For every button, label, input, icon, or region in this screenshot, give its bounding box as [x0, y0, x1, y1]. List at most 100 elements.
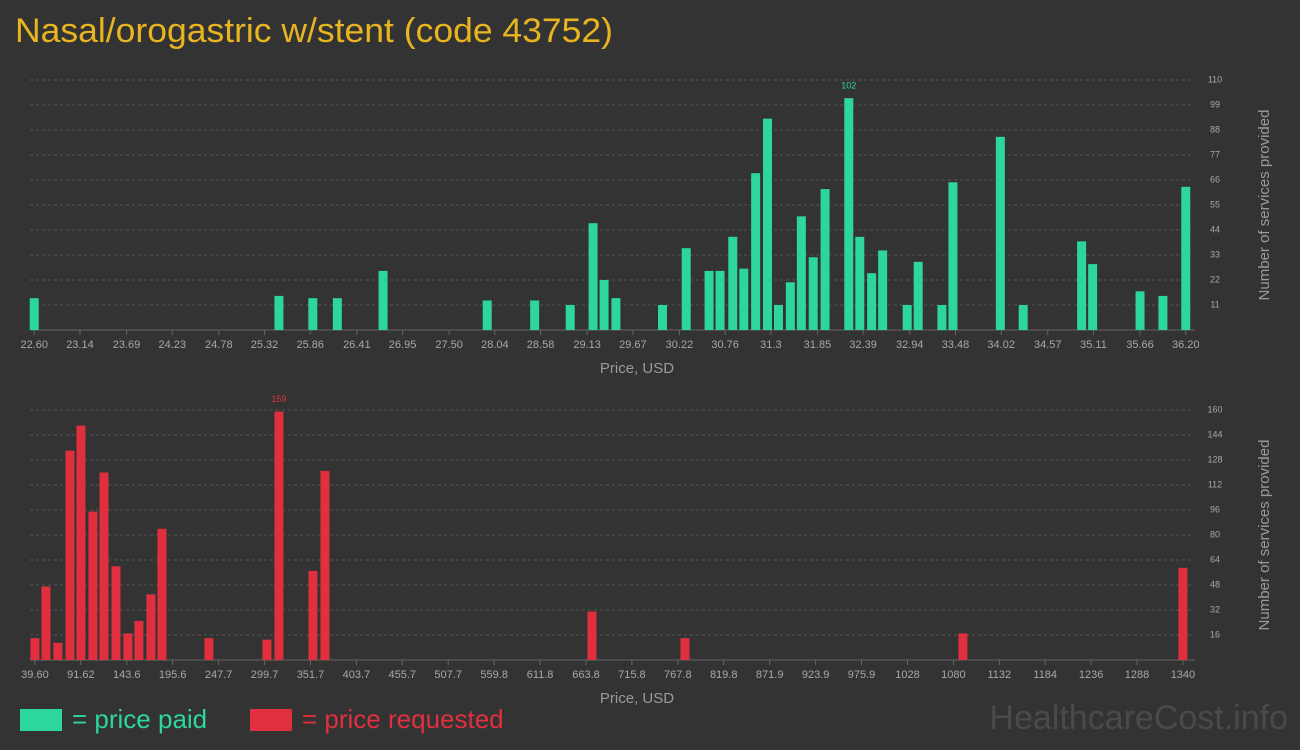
legend-label: = price requested: [302, 704, 504, 734]
y-tick-label: 80: [1210, 529, 1220, 539]
x-tick-label: 1288: [1125, 669, 1149, 681]
x-tick-label: 923.9: [802, 669, 830, 681]
y-tick-label: 11: [1210, 299, 1219, 309]
bar: [599, 280, 609, 330]
bar: [958, 633, 968, 660]
bar: [1181, 186, 1191, 330]
x-tick-label: 715.8: [618, 669, 646, 681]
bar: [378, 270, 388, 330]
x-tick-label: 767.8: [664, 669, 692, 681]
bar: [715, 270, 725, 330]
x-tick-label: 22.60: [20, 339, 48, 351]
y-tick-label: 66: [1210, 174, 1220, 184]
bar: [739, 268, 749, 330]
bar: [146, 594, 156, 660]
y-axis-label: Number of services provided: [1256, 110, 1273, 301]
y-tick-label: 99: [1210, 99, 1220, 109]
y-tick-label: 48: [1210, 579, 1220, 589]
bar: [332, 298, 342, 330]
bar: [762, 118, 772, 331]
bar: [611, 298, 621, 330]
y-tick-label: 128: [1207, 454, 1222, 464]
x-tick-label: 27.50: [435, 339, 463, 351]
x-tick-label: 26.95: [389, 339, 417, 351]
bar: [588, 223, 598, 330]
bar: [773, 305, 783, 330]
bar: [844, 98, 854, 330]
y-tick-label: 44: [1210, 224, 1220, 234]
x-tick-label: 299.7: [251, 669, 279, 681]
bar: [1135, 291, 1145, 330]
bar: [902, 305, 912, 330]
y-tick-label: 33: [1210, 249, 1220, 259]
bar: [123, 633, 133, 660]
bar: [76, 425, 86, 660]
x-tick-label: 611.8: [527, 669, 554, 681]
bar: [587, 611, 597, 660]
bar: [99, 472, 109, 660]
bar: [320, 470, 330, 660]
x-tick-label: 91.62: [67, 669, 95, 681]
bar: [855, 236, 865, 330]
y-tick-label: 144: [1207, 429, 1222, 439]
y-tick-label: 96: [1210, 504, 1220, 514]
x-tick-label: 36.20: [1172, 339, 1200, 351]
x-tick-label: 31.85: [804, 339, 832, 351]
bar: [1178, 567, 1188, 660]
x-tick-label: 1080: [941, 669, 965, 681]
bar: [1077, 241, 1087, 330]
x-tick-label: 26.41: [343, 339, 371, 351]
legend-swatch: [250, 709, 292, 731]
legend-swatch: [20, 709, 62, 731]
x-tick-label: 1236: [1079, 669, 1103, 681]
x-tick-label: 32.39: [849, 339, 877, 351]
x-tick-label: 507.7: [434, 669, 462, 681]
y-tick-label: 112: [1208, 479, 1222, 489]
x-tick-label: 871.9: [756, 669, 784, 681]
x-tick-label: 247.7: [205, 669, 233, 681]
x-tick-label: 35.66: [1126, 339, 1154, 351]
x-tick-label: 32.94: [896, 339, 924, 351]
x-tick-label: 28.04: [481, 339, 509, 351]
bar: [30, 638, 40, 660]
bar: [937, 305, 947, 330]
bar: [65, 450, 75, 660]
watermark: HealthcareCost.info: [989, 699, 1288, 737]
bar: [681, 248, 691, 330]
y-tick-label: 16: [1210, 629, 1220, 639]
bar: [728, 236, 738, 330]
x-tick-label: 25.32: [251, 339, 279, 351]
x-tick-label: 819.8: [710, 669, 738, 681]
bar: [308, 570, 318, 660]
bar: [29, 298, 39, 330]
bar: [867, 273, 877, 330]
y-tick-label: 110: [1208, 74, 1222, 84]
bar: [785, 282, 795, 330]
x-tick-label: 1340: [1171, 669, 1195, 681]
bar: [808, 257, 818, 330]
x-tick-label: 31.3: [760, 339, 781, 351]
x-tick-label: 559.8: [480, 669, 508, 681]
x-tick-label: 24.78: [205, 339, 233, 351]
x-tick-label: 23.69: [113, 339, 141, 351]
bar: [134, 620, 144, 660]
bar: [274, 411, 284, 660]
bar: [948, 182, 958, 330]
x-tick-label: 23.14: [66, 339, 94, 351]
bar: [995, 136, 1005, 330]
x-tick-label: 195.6: [159, 669, 187, 681]
bar: [482, 300, 492, 330]
x-tick-label: 29.67: [619, 339, 647, 351]
y-tick-label: 160: [1207, 404, 1222, 414]
x-tick-label: 30.22: [666, 339, 694, 351]
bar: [657, 305, 667, 330]
bar: [53, 642, 63, 660]
y-tick-label: 32: [1210, 604, 1220, 614]
bar: [41, 586, 51, 660]
bar: [751, 173, 761, 330]
bar: [262, 639, 272, 660]
bar: [274, 295, 284, 330]
x-tick-label: 1184: [1033, 669, 1057, 681]
bar: [1088, 264, 1098, 330]
